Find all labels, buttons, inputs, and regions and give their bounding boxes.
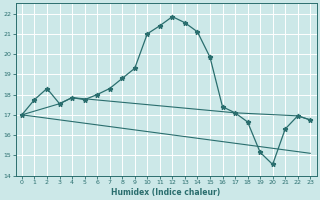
X-axis label: Humidex (Indice chaleur): Humidex (Indice chaleur) — [111, 188, 221, 197]
